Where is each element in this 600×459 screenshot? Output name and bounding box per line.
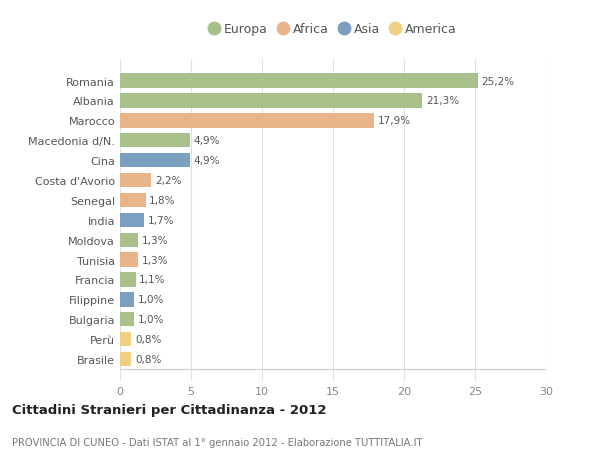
Bar: [120, 74, 478, 89]
Text: 1,0%: 1,0%: [138, 295, 164, 305]
Text: 21,3%: 21,3%: [426, 96, 459, 106]
Bar: [120, 114, 374, 128]
Bar: [120, 292, 134, 307]
Bar: [120, 273, 136, 287]
Text: 0,8%: 0,8%: [135, 335, 161, 344]
Bar: [120, 313, 134, 327]
Text: 1,3%: 1,3%: [142, 235, 169, 245]
Bar: [120, 213, 144, 228]
Bar: [120, 154, 190, 168]
Text: 17,9%: 17,9%: [378, 116, 411, 126]
Text: 1,0%: 1,0%: [138, 314, 164, 325]
Bar: [120, 233, 139, 247]
Text: Cittadini Stranieri per Cittadinanza - 2012: Cittadini Stranieri per Cittadinanza - 2…: [12, 403, 326, 416]
Bar: [120, 174, 151, 188]
Text: 1,8%: 1,8%: [149, 196, 176, 206]
Bar: [120, 94, 422, 108]
Text: 4,9%: 4,9%: [193, 156, 220, 166]
Text: 0,8%: 0,8%: [135, 354, 161, 364]
Bar: [120, 253, 139, 267]
Legend: Europa, Africa, Asia, America: Europa, Africa, Asia, America: [206, 21, 460, 39]
Bar: [120, 332, 131, 347]
Text: PROVINCIA DI CUNEO - Dati ISTAT al 1° gennaio 2012 - Elaborazione TUTTITALIA.IT: PROVINCIA DI CUNEO - Dati ISTAT al 1° ge…: [12, 437, 422, 447]
Text: 1,7%: 1,7%: [148, 215, 174, 225]
Text: 4,9%: 4,9%: [193, 136, 220, 146]
Text: 1,3%: 1,3%: [142, 255, 169, 265]
Text: 1,1%: 1,1%: [139, 275, 166, 285]
Text: 25,2%: 25,2%: [481, 77, 515, 86]
Bar: [120, 193, 146, 207]
Bar: [120, 134, 190, 148]
Text: 2,2%: 2,2%: [155, 176, 181, 185]
Bar: [120, 352, 131, 366]
